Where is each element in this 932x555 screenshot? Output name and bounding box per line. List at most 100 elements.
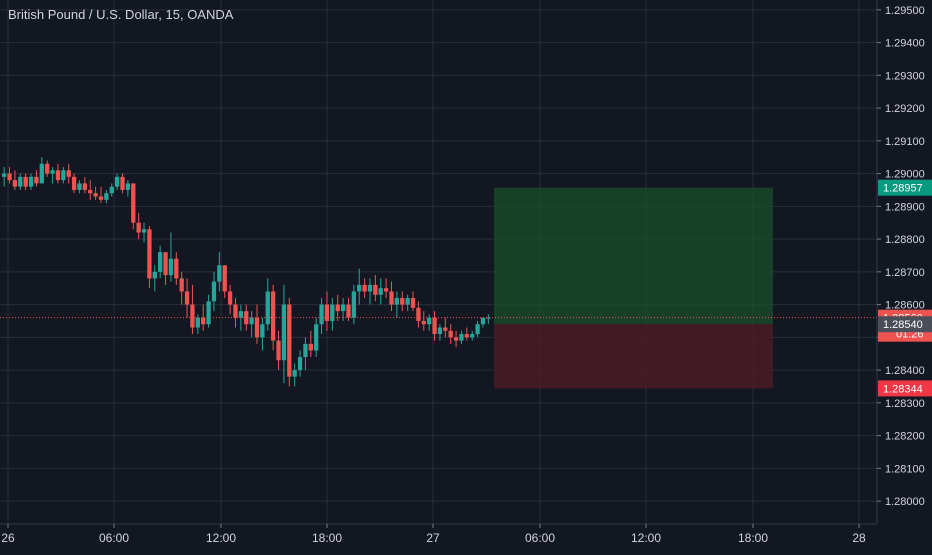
candle bbox=[314, 317, 319, 357]
candle-body bbox=[158, 252, 163, 272]
candle-body bbox=[66, 170, 71, 177]
target-price-label: 1.28957 bbox=[878, 179, 932, 196]
candle-body bbox=[276, 340, 281, 361]
target-price-label-bg bbox=[878, 179, 932, 196]
candle bbox=[373, 275, 378, 302]
candle-body bbox=[82, 183, 87, 190]
candle-body bbox=[351, 291, 356, 318]
price-tick-label: 1.28700 bbox=[885, 267, 925, 279]
candle-body bbox=[233, 304, 238, 318]
candle-body bbox=[227, 291, 233, 305]
price-tick-label: 1.28400 bbox=[885, 365, 925, 377]
candle bbox=[351, 284, 356, 325]
candle-body bbox=[416, 307, 421, 321]
candle-body bbox=[389, 291, 394, 305]
price-tick-label: 1.29500 bbox=[885, 5, 925, 17]
candle bbox=[88, 180, 93, 200]
candle-body bbox=[427, 317, 432, 325]
candle bbox=[195, 314, 200, 335]
candle bbox=[39, 157, 44, 184]
candle-body bbox=[394, 298, 400, 305]
candle bbox=[432, 311, 437, 341]
stop-zone bbox=[494, 324, 773, 389]
candle bbox=[2, 167, 7, 187]
price-tick-label: 1.28600 bbox=[885, 300, 925, 312]
candle bbox=[357, 268, 362, 305]
candle bbox=[179, 271, 184, 305]
candle-body bbox=[357, 284, 362, 292]
time-tick-label: 12:00 bbox=[206, 531, 236, 545]
candle bbox=[453, 330, 459, 348]
candle bbox=[303, 337, 308, 371]
candle bbox=[319, 298, 324, 335]
candle bbox=[158, 245, 163, 279]
candle bbox=[98, 186, 104, 204]
candle bbox=[120, 173, 125, 194]
entry-price-label: 1.28540 bbox=[878, 316, 932, 333]
candle-body bbox=[378, 288, 383, 295]
candle-body bbox=[319, 304, 324, 325]
candle-body bbox=[437, 327, 443, 335]
time-tick-label: 12:00 bbox=[631, 531, 661, 545]
candle bbox=[287, 298, 292, 387]
candle bbox=[330, 298, 335, 331]
time-tick-label: 28 bbox=[852, 531, 866, 545]
candle-body bbox=[55, 170, 61, 181]
candle bbox=[486, 314, 491, 325]
candle bbox=[168, 232, 174, 282]
candle bbox=[61, 167, 66, 184]
candle-body bbox=[184, 291, 190, 305]
candle-body bbox=[147, 229, 152, 279]
candle bbox=[12, 170, 18, 190]
candle bbox=[206, 294, 211, 328]
price-tick-label: 1.28100 bbox=[885, 463, 925, 475]
price-tick-label: 1.28800 bbox=[885, 234, 925, 246]
candle bbox=[163, 252, 168, 285]
candle-body bbox=[136, 222, 141, 233]
candle bbox=[82, 176, 87, 194]
candle bbox=[394, 291, 400, 318]
candle-body bbox=[168, 258, 174, 276]
candle-body bbox=[222, 265, 227, 292]
price-tick-label: 1.29200 bbox=[885, 103, 925, 115]
candle-body bbox=[50, 170, 55, 174]
candle-body bbox=[421, 320, 426, 325]
candle bbox=[443, 317, 448, 338]
candle bbox=[131, 183, 136, 230]
candle-body bbox=[405, 298, 410, 305]
price-tick-label: 1.28200 bbox=[885, 431, 925, 443]
candle-body bbox=[2, 173, 7, 177]
candle bbox=[400, 291, 405, 312]
candle-body bbox=[292, 370, 297, 377]
candle-body bbox=[34, 176, 39, 184]
candle bbox=[71, 173, 77, 194]
candle-body bbox=[297, 356, 303, 371]
candle bbox=[340, 298, 346, 321]
candle bbox=[389, 281, 394, 312]
candle-body bbox=[346, 304, 351, 318]
candle bbox=[141, 222, 147, 243]
candle-body bbox=[195, 317, 200, 328]
candle bbox=[152, 265, 157, 292]
candle-body bbox=[18, 176, 23, 187]
candle bbox=[174, 252, 179, 285]
candle-body bbox=[201, 317, 206, 325]
candle-body bbox=[459, 334, 464, 341]
candle-body bbox=[330, 304, 335, 321]
candle-body bbox=[281, 304, 287, 361]
candle-body bbox=[287, 304, 292, 377]
candle bbox=[464, 327, 469, 341]
candle-body bbox=[486, 317, 491, 319]
candle-body bbox=[475, 324, 480, 335]
candle bbox=[265, 278, 270, 331]
candle bbox=[45, 160, 50, 177]
candle bbox=[222, 265, 227, 299]
candle-body bbox=[152, 271, 157, 279]
candle-body bbox=[120, 176, 125, 190]
candle-body bbox=[432, 317, 437, 335]
candle bbox=[217, 252, 222, 292]
candle bbox=[66, 163, 71, 184]
